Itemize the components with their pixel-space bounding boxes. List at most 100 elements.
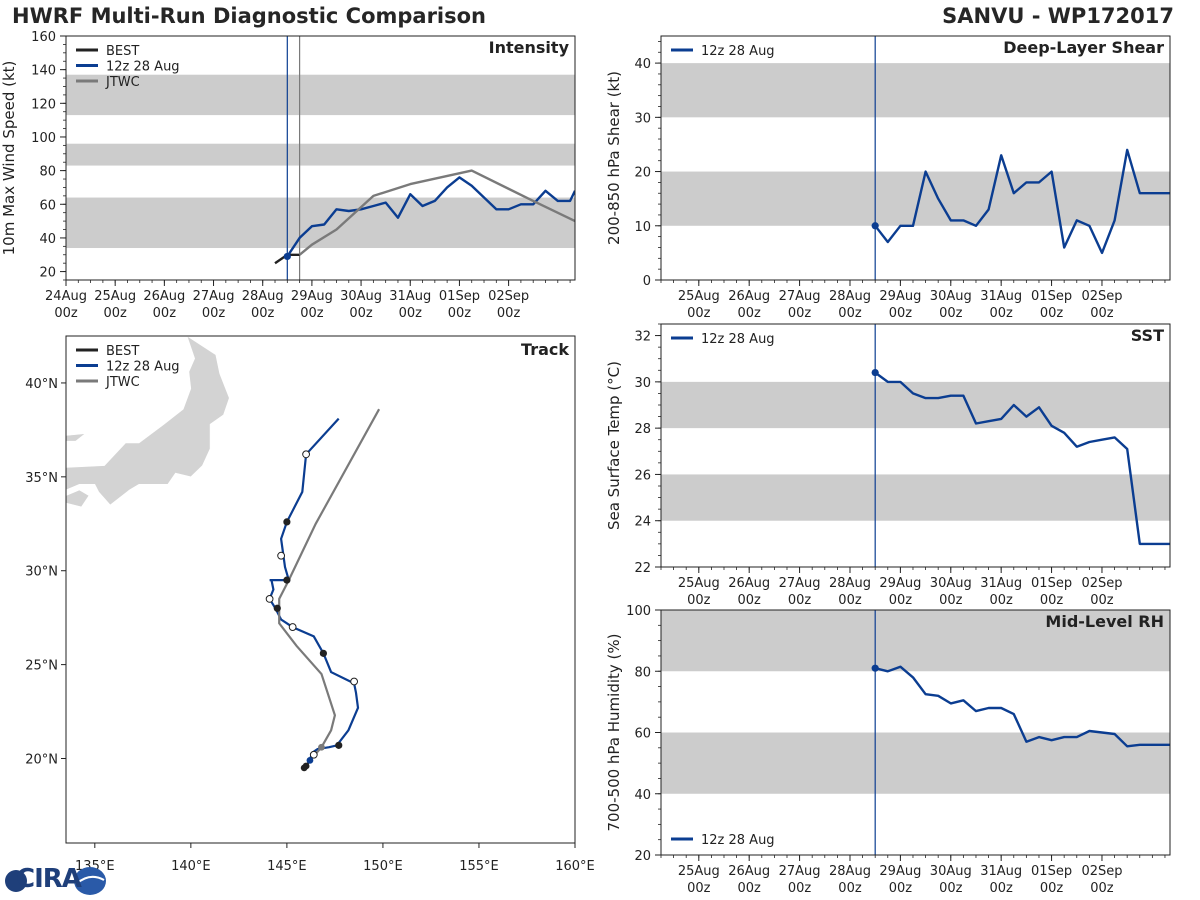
y-axis-label: Sea Surface Temp (°C) [605, 361, 623, 530]
series-line-jtwc [298, 169, 575, 256]
x-tick-label-day: 31Aug [980, 289, 1022, 304]
shear-panel: 0 10 20 30 40 25Aug 00z 26Aug 00z 27Aug 00z 28Aug 00… [605, 35, 1171, 321]
x-tick-label-hour: 00z [989, 593, 1013, 608]
x-tick-label-hour: 00z [103, 306, 127, 321]
x-tick-label-hour: 00z [1040, 306, 1064, 321]
x-tick-label-hour: 00z [889, 881, 913, 896]
x-tick-label-day: 27Aug [193, 289, 235, 304]
y-tick-label: 24 [634, 515, 651, 530]
series-line-hwrf [874, 665, 1170, 748]
series-marker-hwrf [871, 664, 879, 672]
y-tick-label: 20 [39, 266, 56, 281]
jtwc-track-marker [318, 743, 325, 751]
x-tick-label-hour: 00z [1090, 306, 1114, 321]
legend-label-hwrf: 12z 28 Aug [701, 833, 775, 848]
x-tick-label-hour: 00z [939, 881, 963, 896]
y-axis-label: 200-850 hPa Shear (kt) [605, 71, 623, 245]
x-tick-label-day: 25Aug [678, 289, 720, 304]
x-tick-label-day: 30Aug [930, 289, 972, 304]
x-tick-label: 140°E [171, 859, 211, 874]
series-line-hwrf [874, 371, 1170, 546]
storm-id-title: SANVU - WP172017 [942, 4, 1174, 28]
x-tick-label-day: 29Aug [879, 864, 921, 879]
y-tick-label: 140 [31, 64, 56, 79]
x-tick-label-hour: 00z [939, 593, 963, 608]
x-tick-label-hour: 00z [989, 881, 1013, 896]
x-tick-label-day: 01Sep [439, 289, 480, 304]
x-tick-label-hour: 00z [838, 593, 862, 608]
panel-title: Mid-Level RH [1045, 612, 1164, 631]
x-tick-label-hour: 00z [788, 881, 812, 896]
land-area [66, 433, 87, 442]
y-tick-label: 32 [634, 330, 651, 345]
x-tick-label-hour: 00z [349, 306, 373, 321]
y-tick-label: 80 [634, 665, 651, 680]
x-tick-label-day: 31Aug [980, 576, 1022, 591]
track-frame [65, 335, 576, 844]
x-tick-label-day: 26Aug [728, 864, 770, 879]
shear-plot-area [661, 36, 1170, 280]
x-tick-label-day: 26Aug [143, 289, 185, 304]
intensity-frame [65, 35, 576, 281]
x-tick-label-hour: 00z [1090, 593, 1114, 608]
x-tick-label-hour: 00z [300, 306, 324, 321]
panel-title: SST [1131, 326, 1164, 345]
track-marker-open [309, 750, 318, 759]
x-tick-label-day: 31Aug [389, 289, 431, 304]
x-tick-label-hour: 00z [1040, 593, 1064, 608]
track-panel: 135°E 140°E 145°E 150°E 155°E 160°E20°N25°N30… [25, 335, 595, 874]
track-plot-area [66, 336, 381, 772]
y-tick-label: 100 [626, 604, 651, 619]
x-tick-label-day: 28Aug [242, 289, 284, 304]
x-tick-label-hour: 00z [202, 306, 226, 321]
x-tick-label-day: 27Aug [779, 576, 821, 591]
sst-frame [660, 323, 1171, 568]
x-tick-label-day: 25Aug [94, 289, 136, 304]
series-marker-hwrf [283, 252, 291, 261]
track-marker-filled [283, 576, 291, 584]
x-tick-label-hour: 00z [687, 306, 711, 321]
series-marker-hwrf [871, 369, 879, 377]
track-marker-filled [273, 604, 281, 612]
legend-label-best: BEST [106, 44, 139, 59]
series-marker-hwrf [871, 222, 879, 230]
x-tick-label-day: 01Sep [1031, 576, 1072, 591]
y-tick-label: 40 [39, 232, 56, 247]
y-tick-label: 28 [634, 422, 651, 437]
x-tick-label-hour: 00z [1090, 881, 1114, 896]
x-tick-label-day: 28Aug [829, 864, 871, 879]
panel-title: Deep-Layer Shear [1003, 38, 1164, 57]
sst-plot-area [661, 324, 1170, 567]
y-axis-label: 10m Max Wind Speed (kt) [0, 61, 18, 256]
y-tick-label: 60 [39, 198, 56, 213]
rh-plot-area [661, 610, 1170, 855]
threshold-band [661, 381, 1170, 429]
x-tick-label-hour: 00z [448, 306, 472, 321]
y-tick-label: 60 [634, 727, 651, 742]
panel-title: Track [521, 340, 569, 359]
track-marker-filled [283, 518, 291, 526]
x-tick-label-hour: 00z [889, 593, 913, 608]
logo-text: CIRA [16, 864, 82, 894]
land-area [66, 336, 230, 506]
legend-label-hwrf: 12z 28 Aug [106, 360, 180, 375]
threshold-band [661, 610, 1170, 672]
x-tick-label-day: 29Aug [291, 289, 333, 304]
x-tick-label-hour: 00z [738, 306, 762, 321]
track-marker-filled [335, 741, 343, 749]
x-tick-label-hour: 00z [989, 306, 1013, 321]
best-track-marker [306, 756, 314, 764]
y-tick-label: 25°N [25, 659, 58, 674]
x-tick-label-day: 27Aug [779, 289, 821, 304]
y-tick-label: 20 [634, 166, 651, 181]
x-tick-label-hour: 00z [738, 593, 762, 608]
shear-frame [660, 35, 1171, 281]
x-tick-label-hour: 00z [54, 306, 78, 321]
x-tick-label-hour: 00z [687, 881, 711, 896]
y-tick-label: 20°N [25, 753, 58, 768]
cira-logo: CIRA [4, 862, 108, 898]
x-tick-label-hour: 00z [738, 881, 762, 896]
legend-label-hwrf: 12z 28 Aug [701, 332, 775, 347]
y-tick-label: 30 [634, 376, 651, 391]
